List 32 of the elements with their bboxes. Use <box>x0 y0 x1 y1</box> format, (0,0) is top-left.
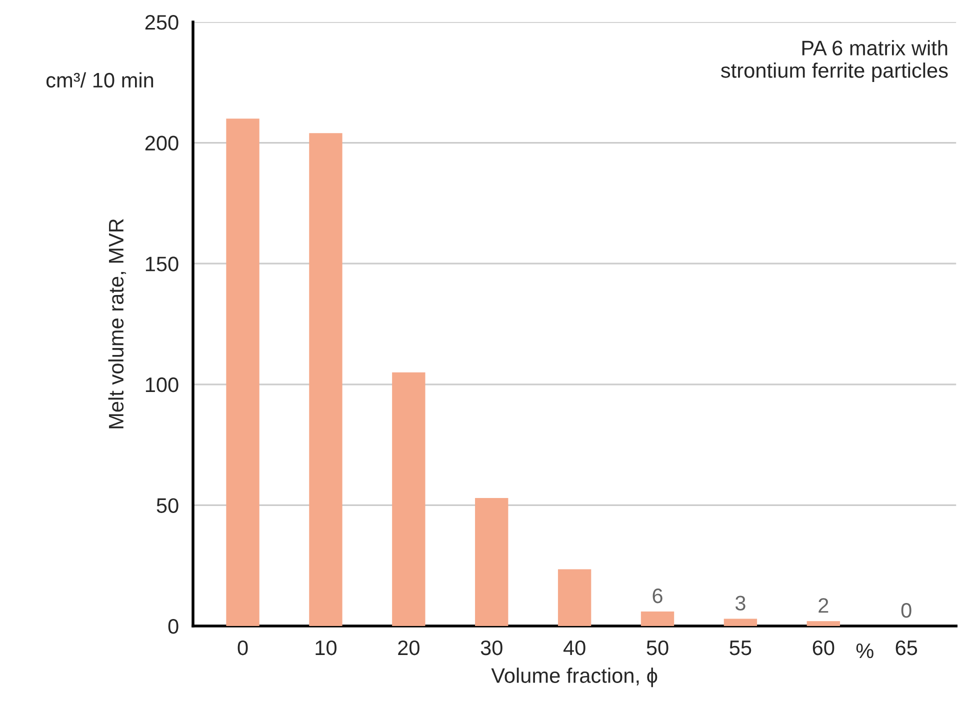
y-tick-label: 200 <box>145 136 178 151</box>
data-label: 2 <box>818 598 828 613</box>
y-tick-label: 150 <box>146 256 178 272</box>
x-tick-label: 50 <box>646 640 668 656</box>
bar <box>558 569 592 626</box>
x-tick-label: 60 <box>812 640 834 656</box>
bar <box>806 621 840 626</box>
data-label: 3 <box>735 596 746 610</box>
x-tick-label: 40 <box>563 640 586 656</box>
x-tick-label: 55 <box>730 640 752 656</box>
bar <box>724 618 758 626</box>
annotation: PA 6 matrix with strontium ferrite particles <box>721 40 948 82</box>
text: cm³/ 10 min <box>46 72 154 88</box>
y-tick-label: 250 <box>145 15 178 30</box>
x-axis-title: Volume fraction, ϕ <box>491 668 658 688</box>
y-tick-label: 0 <box>168 619 178 634</box>
data-label: 6 <box>652 588 662 604</box>
x-tick-label: 20 <box>398 640 420 656</box>
bar <box>309 133 342 626</box>
data-label: 0 <box>901 602 912 618</box>
x-tick-label: 30 <box>480 640 502 656</box>
text: % <box>856 644 874 658</box>
y-tick-label: 100 <box>146 377 178 392</box>
x-tick-label: 65 <box>896 640 918 656</box>
bar <box>392 372 426 626</box>
bar <box>640 612 674 626</box>
y-tick-label: 50 <box>156 498 178 513</box>
y-axis-title: Melt volume rate, MVR <box>108 219 126 428</box>
x-tick-label: 0 <box>238 640 248 656</box>
x-tick-label: 10 <box>316 640 336 656</box>
bar <box>475 498 508 626</box>
bar <box>226 118 260 626</box>
